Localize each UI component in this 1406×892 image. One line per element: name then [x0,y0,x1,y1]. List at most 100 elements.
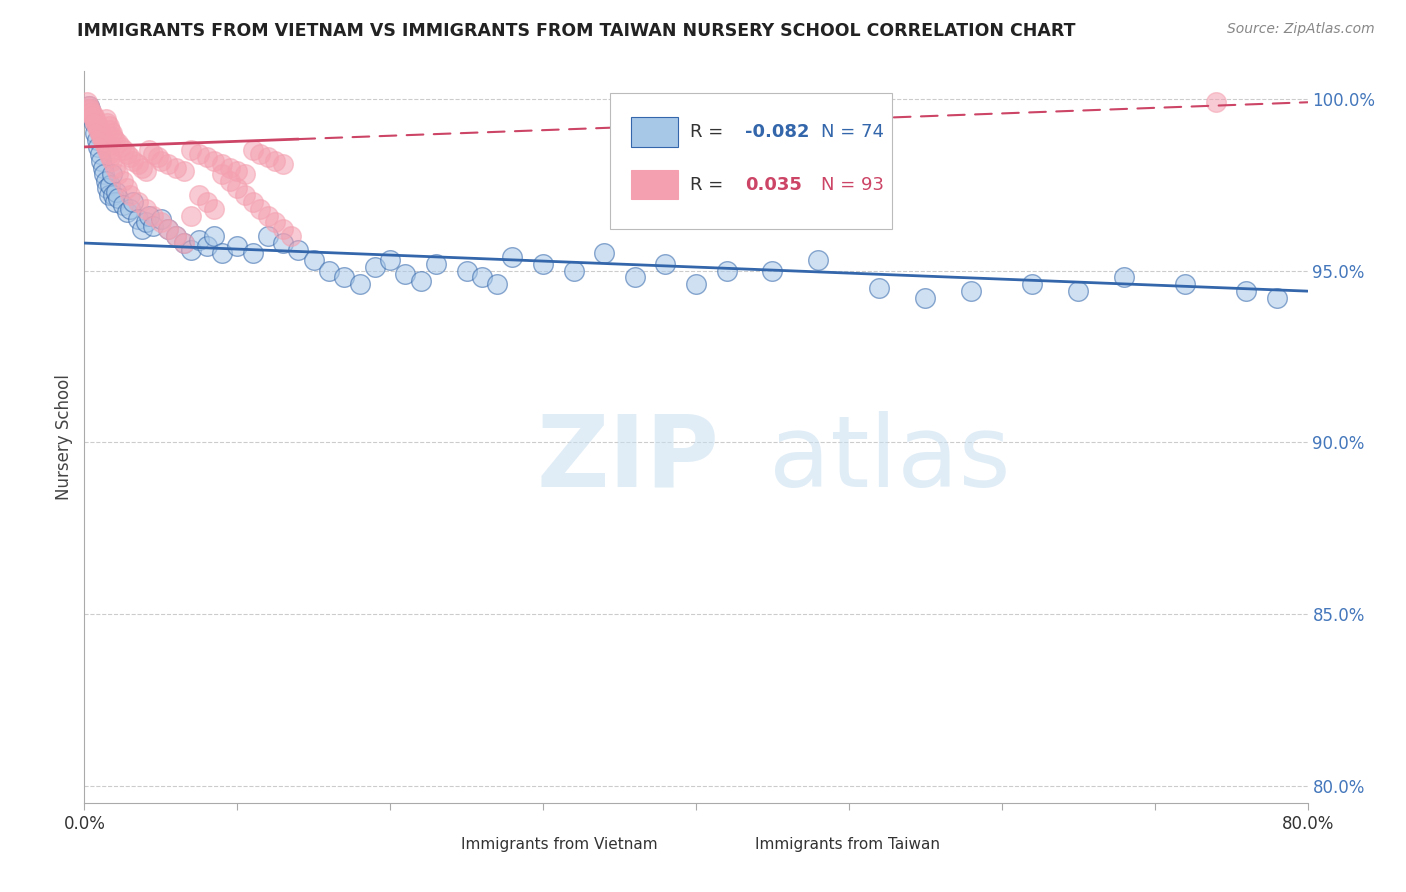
Point [218,161,240,175]
Text: Immigrants from Vietnam: Immigrants from Vietnam [461,837,658,852]
Point [226,164,249,178]
Point [120,188,142,202]
Point [80,105,103,120]
Point [80,109,103,123]
Point [135,164,157,178]
Point [84,112,107,127]
Point [242,144,264,158]
Point [91,133,114,147]
Point [79,102,101,116]
Y-axis label: Nursery School: Nursery School [55,374,73,500]
Point [960,284,983,298]
Point [83,116,105,130]
Point [104,161,127,175]
Point [157,157,180,171]
Point [97,188,120,202]
Point [120,150,142,164]
Point [761,263,783,277]
Point [79,105,101,120]
Point [157,222,180,236]
Point [425,257,447,271]
Point [98,178,121,192]
Point [807,253,830,268]
Point [249,202,271,216]
Point [654,257,676,271]
Point [87,140,110,154]
Point [76,95,98,110]
Text: Immigrants from Taiwan: Immigrants from Taiwan [755,837,939,852]
Point [93,136,115,151]
Point [1021,277,1043,292]
Point [211,246,233,260]
Point [1205,95,1227,110]
Point [1174,277,1197,292]
Point [107,191,129,205]
Point [83,109,105,123]
Point [110,140,132,154]
FancyBboxPatch shape [709,833,745,856]
Point [914,291,936,305]
Point [98,122,121,136]
Point [471,270,494,285]
Point [87,122,110,136]
Point [127,157,149,171]
Point [233,167,256,181]
Point [101,153,124,168]
Point [242,194,264,209]
Point [173,164,195,178]
Point [91,129,114,144]
Point [624,270,647,285]
Point [112,144,135,158]
Point [101,126,124,140]
Point [165,161,187,175]
Point [146,150,169,164]
Point [271,222,294,236]
Point [318,263,340,277]
Point [165,229,187,244]
Point [86,133,108,147]
Point [257,209,280,223]
Point [101,167,124,181]
Point [218,174,240,188]
Point [107,167,129,181]
Point [142,219,165,233]
Point [180,243,202,257]
Point [302,253,325,268]
Point [86,116,108,130]
Point [98,150,121,164]
Point [96,144,118,158]
Point [180,144,202,158]
Point [115,205,138,219]
Text: N = 74: N = 74 [821,123,884,141]
Point [90,126,112,140]
Point [1114,270,1136,285]
Text: R =: R = [690,176,728,194]
Point [89,122,111,136]
Point [188,233,211,247]
Point [97,120,120,134]
Point [77,98,100,112]
Point [135,215,157,229]
Point [226,239,249,253]
Point [135,202,157,216]
Point [486,277,509,292]
Point [77,102,100,116]
Point [138,144,160,158]
Point [188,146,211,161]
Point [97,146,120,161]
Point [111,174,134,188]
Point [103,188,125,202]
Point [89,126,111,140]
Point [93,167,115,181]
Point [165,229,187,244]
FancyBboxPatch shape [631,118,678,146]
Point [456,263,478,277]
Point [242,246,264,260]
Point [138,209,160,223]
Point [157,222,180,236]
Text: R =: R = [690,123,728,141]
Point [685,277,707,292]
Point [94,112,117,127]
FancyBboxPatch shape [631,170,678,200]
Point [115,181,138,195]
